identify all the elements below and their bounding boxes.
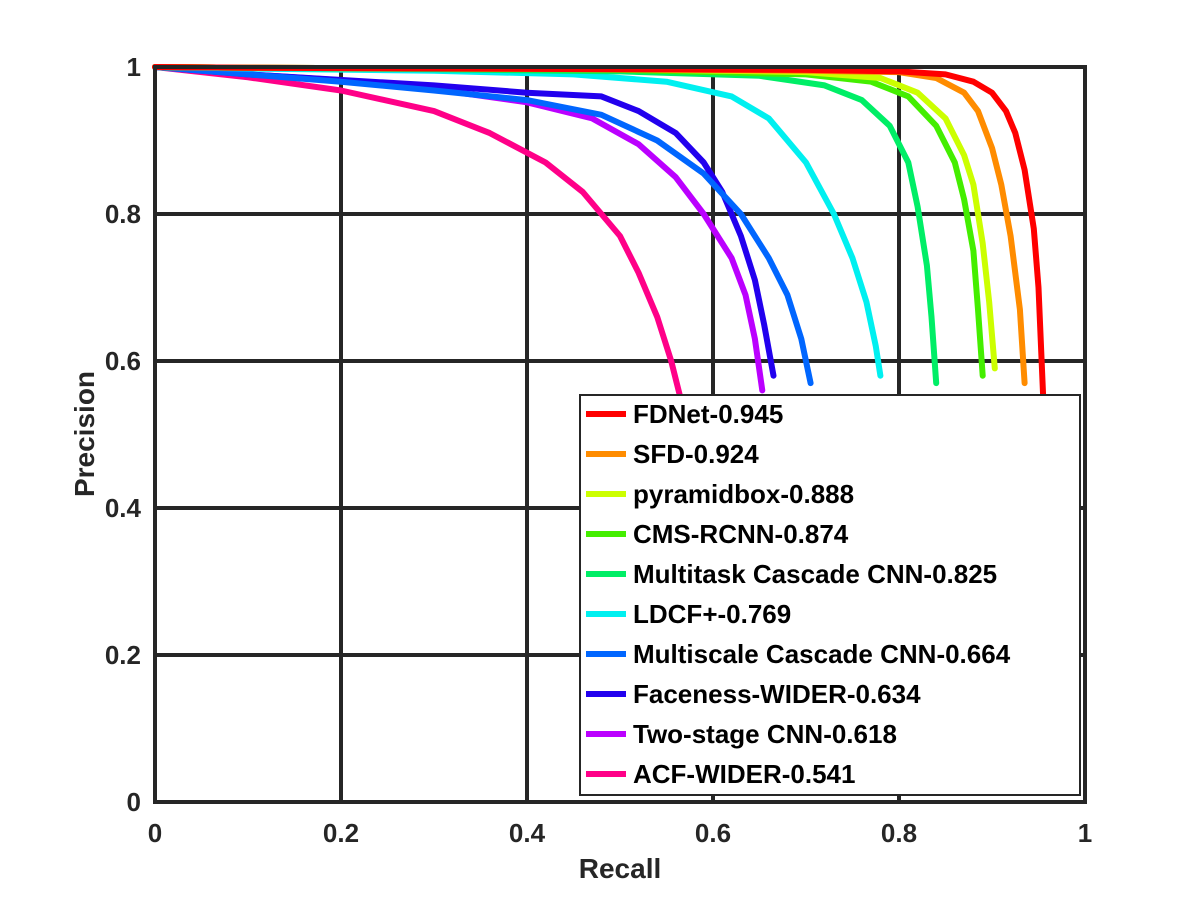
plot-frame xyxy=(153,65,1087,804)
legend-label: CMS-RCNN-0.874 xyxy=(633,519,849,549)
legend-box xyxy=(579,394,1081,796)
x-tick-label: 0.8 xyxy=(881,818,917,848)
x-tick-label: 1 xyxy=(1078,818,1092,848)
legend-items: FDNet-0.945 SFD-0.924 pyramidbox-0.888 CMS-… xyxy=(586,399,1011,789)
y-tick-label: 1 xyxy=(127,52,141,82)
series-line xyxy=(152,64,814,387)
x-axis-label: Recall xyxy=(579,853,662,884)
y-tick-label: 0.6 xyxy=(105,346,141,376)
series-line xyxy=(152,64,684,401)
legend: FDNet-0.945 SFD-0.924 pyramidbox-0.888 CMS-… xyxy=(579,394,1081,796)
legend-label: pyramidbox-0.888 xyxy=(633,479,854,509)
series-line xyxy=(152,64,777,379)
x-tick-label: 0.4 xyxy=(509,818,546,848)
y-tick-label: 0.8 xyxy=(105,199,141,229)
legend-label: FDNet-0.945 xyxy=(633,399,783,429)
legend-label: SFD-0.924 xyxy=(633,439,759,469)
legend-label: LDCF+-0.769 xyxy=(633,599,791,629)
x-tick-label: 0.6 xyxy=(695,818,731,848)
tick-labels: 0 0.2 0.4 0.6 0.8 1 0 0.2 0.4 0.6 0.8 1 xyxy=(105,52,1092,848)
legend-label: Multiscale Cascade CNN-0.664 xyxy=(633,639,1011,669)
legend-label: ACF-WIDER-0.541 xyxy=(633,759,855,789)
legend-label: Faceness-WIDER-0.634 xyxy=(633,679,921,709)
x-tick-label: 0.2 xyxy=(323,818,359,848)
legend-label: Two-stage CNN-0.618 xyxy=(633,719,897,749)
y-tick-label: 0.4 xyxy=(105,493,142,523)
y-axis-label: Precision xyxy=(69,371,100,497)
y-tick-label: 0 xyxy=(127,787,141,817)
x-tick-label: 0 xyxy=(148,818,162,848)
y-tick-label: 0.2 xyxy=(105,640,141,670)
legend-label: Multitask Cascade CNN-0.825 xyxy=(633,559,997,589)
